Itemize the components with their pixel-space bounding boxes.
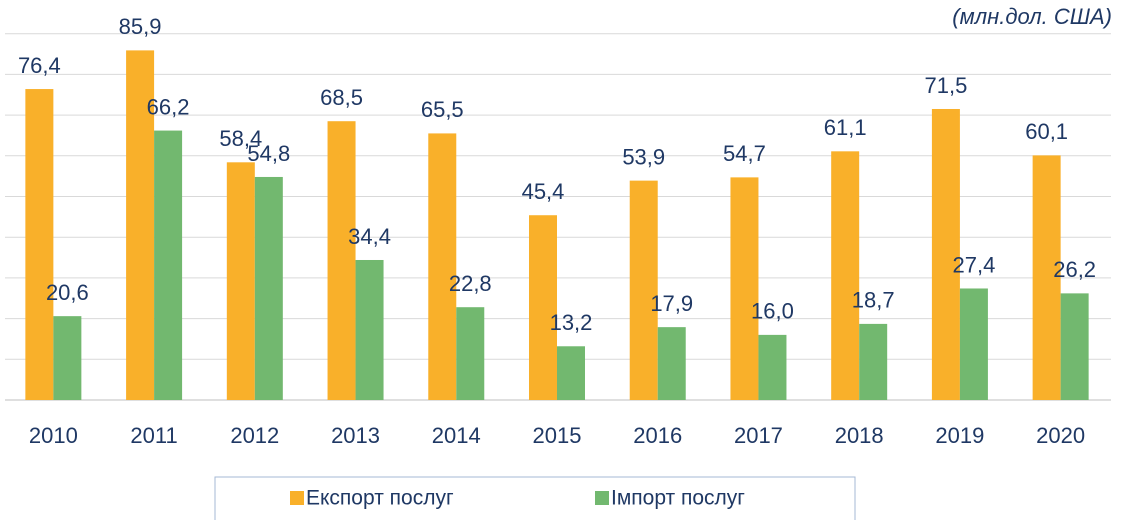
value-label: 60,1 [1025, 119, 1068, 144]
x-tick-label: 2013 [331, 423, 380, 448]
value-label: 68,5 [320, 85, 363, 110]
legend-box [214, 476, 856, 520]
value-label: 26,2 [1053, 257, 1096, 282]
value-label: 16,0 [751, 299, 794, 324]
bar [959, 288, 988, 400]
bar [831, 151, 860, 400]
bar [254, 176, 283, 400]
x-tick-label: 2018 [835, 423, 884, 448]
x-tick-label: 2011 [130, 423, 177, 448]
bar [25, 89, 54, 400]
value-label: 61,1 [824, 115, 867, 140]
bar [428, 133, 457, 401]
value-label: 22,8 [449, 271, 492, 296]
x-tick-label: 2014 [432, 423, 481, 448]
bar [657, 327, 686, 400]
bar [355, 259, 384, 400]
value-label: 17,9 [650, 291, 693, 316]
legend-label: Експорт послуг [306, 487, 454, 510]
value-label: 53,9 [622, 144, 665, 169]
x-tick-label: 2016 [633, 423, 682, 448]
value-label: 34,4 [348, 224, 391, 249]
bar [629, 180, 658, 400]
bar [931, 108, 960, 401]
value-label: 27,4 [952, 252, 995, 277]
value-label: 66,2 [147, 94, 190, 119]
bar [859, 323, 888, 400]
value-label: 76,4 [18, 53, 61, 78]
bar [154, 130, 183, 401]
value-label: 85,9 [119, 14, 162, 39]
chart-subtitle: (млн.дол. США) [952, 4, 1112, 29]
bar [226, 162, 255, 400]
bar [529, 215, 557, 400]
bar [758, 334, 787, 400]
value-label: 45,4 [522, 179, 565, 204]
bar [1060, 293, 1089, 400]
value-label: 58,4 [219, 126, 262, 151]
legend-swatch [595, 491, 609, 505]
value-label: 65,5 [421, 97, 464, 122]
x-tick-label: 2017 [734, 423, 783, 448]
x-tick-label: 2010 [29, 423, 78, 448]
bar [327, 121, 356, 400]
bar [557, 346, 585, 400]
x-tick-label: 2015 [533, 423, 582, 448]
value-label: 71,5 [924, 73, 967, 98]
value-label: 54,7 [723, 141, 766, 166]
bar [126, 50, 155, 401]
value-label: 20,6 [46, 280, 89, 305]
x-tick-label: 2020 [1036, 423, 1085, 448]
legend-label: Імпорт послуг [611, 487, 745, 510]
bar [53, 316, 82, 400]
legend-swatch [290, 491, 304, 505]
x-tick-label: 2012 [230, 423, 279, 448]
value-label: 18,7 [852, 288, 895, 313]
bar [730, 177, 759, 400]
bar [456, 307, 485, 400]
value-label: 54,8 [247, 141, 290, 166]
x-tick-label: 2019 [935, 423, 984, 448]
bar [1032, 155, 1061, 400]
value-label: 13,2 [550, 310, 593, 335]
